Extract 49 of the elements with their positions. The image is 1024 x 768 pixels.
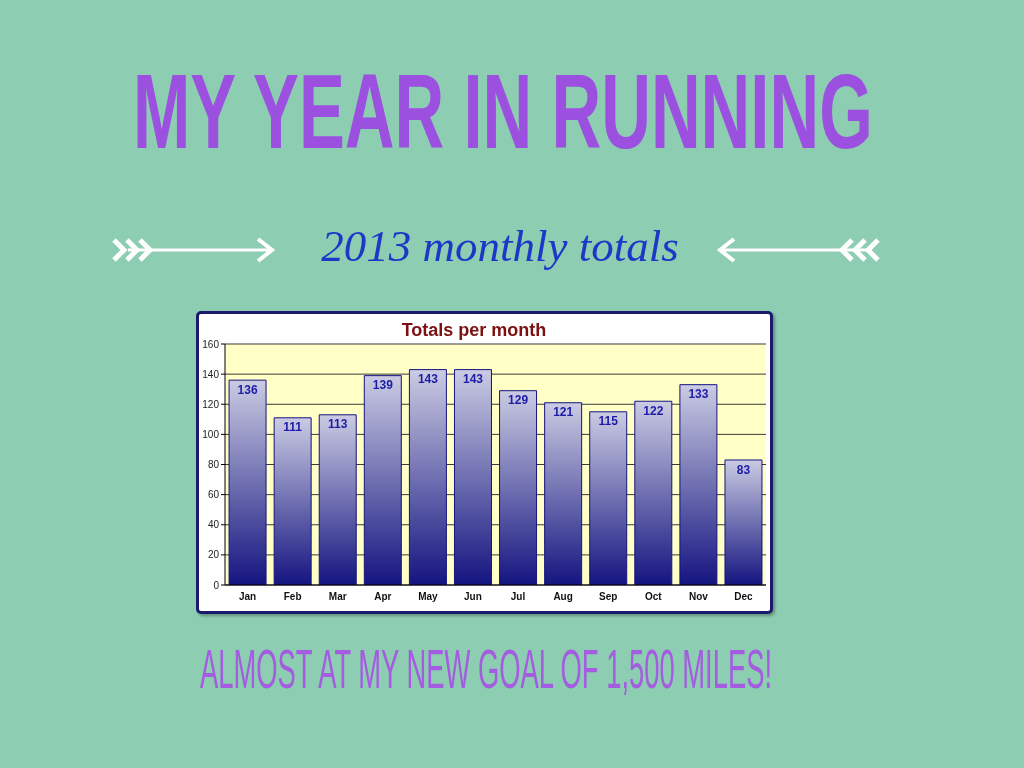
data-label: 136: [237, 382, 258, 397]
bar: [228, 379, 267, 585]
y-tick-label: 80: [207, 459, 220, 471]
data-label: 143: [417, 372, 439, 387]
y-tick-label: 20: [207, 549, 220, 561]
text: ALMOST AT MY NEW GOAL OF 1,500 MILES!: [200, 637, 773, 700]
bar: [724, 459, 763, 585]
bar: [589, 411, 628, 585]
x-tick-label: Jul: [510, 591, 526, 603]
x-tick-label: Mar: [328, 591, 347, 603]
x-tick-label: Jan: [238, 591, 257, 603]
x-tick-label: Nov: [688, 591, 709, 603]
x-tick-label: Jun: [464, 591, 482, 603]
data-label: 83: [736, 462, 751, 477]
bar: [634, 400, 673, 585]
x-tick-label: Sep: [599, 591, 618, 603]
x-tick-label: May: [418, 591, 439, 603]
data-label: 143: [462, 372, 484, 387]
text: Totals per month: [400, 319, 548, 341]
bar: [679, 384, 718, 585]
y-tick-label: 160: [202, 338, 220, 350]
x-tick-label: Feb: [283, 591, 302, 603]
y-tick-label: 40: [207, 519, 220, 531]
data-label: 111: [283, 420, 303, 435]
bar: [408, 369, 447, 585]
data-label: 139: [372, 378, 394, 393]
data-label: 129: [508, 393, 529, 408]
bar: [499, 390, 538, 585]
y-tick-label: 120: [202, 398, 220, 410]
data-label: 133: [688, 387, 709, 402]
x-tick-label: Aug: [553, 591, 573, 603]
x-tick-label: Apr: [374, 591, 392, 603]
y-tick-label: 60: [207, 489, 220, 501]
data-label: 122: [643, 403, 664, 418]
bar: [544, 402, 583, 585]
bar: [453, 369, 492, 585]
data-label: 121: [553, 405, 574, 420]
bar: [318, 414, 357, 585]
data-label: 113: [328, 417, 348, 432]
chart-title: MY YEAR IN RUNNING: [133, 52, 873, 170]
data-label: 115: [598, 414, 619, 429]
x-tick-label: Dec: [734, 591, 754, 603]
y-tick-label: 140: [202, 368, 220, 380]
chart-subtitle: 2013 monthly totals: [320, 221, 680, 271]
bar: [363, 375, 402, 585]
x-tick-label: Oct: [644, 591, 663, 603]
bar: [273, 417, 312, 585]
y-tick-label: 0: [213, 579, 220, 591]
y-tick-label: 100: [202, 428, 220, 440]
